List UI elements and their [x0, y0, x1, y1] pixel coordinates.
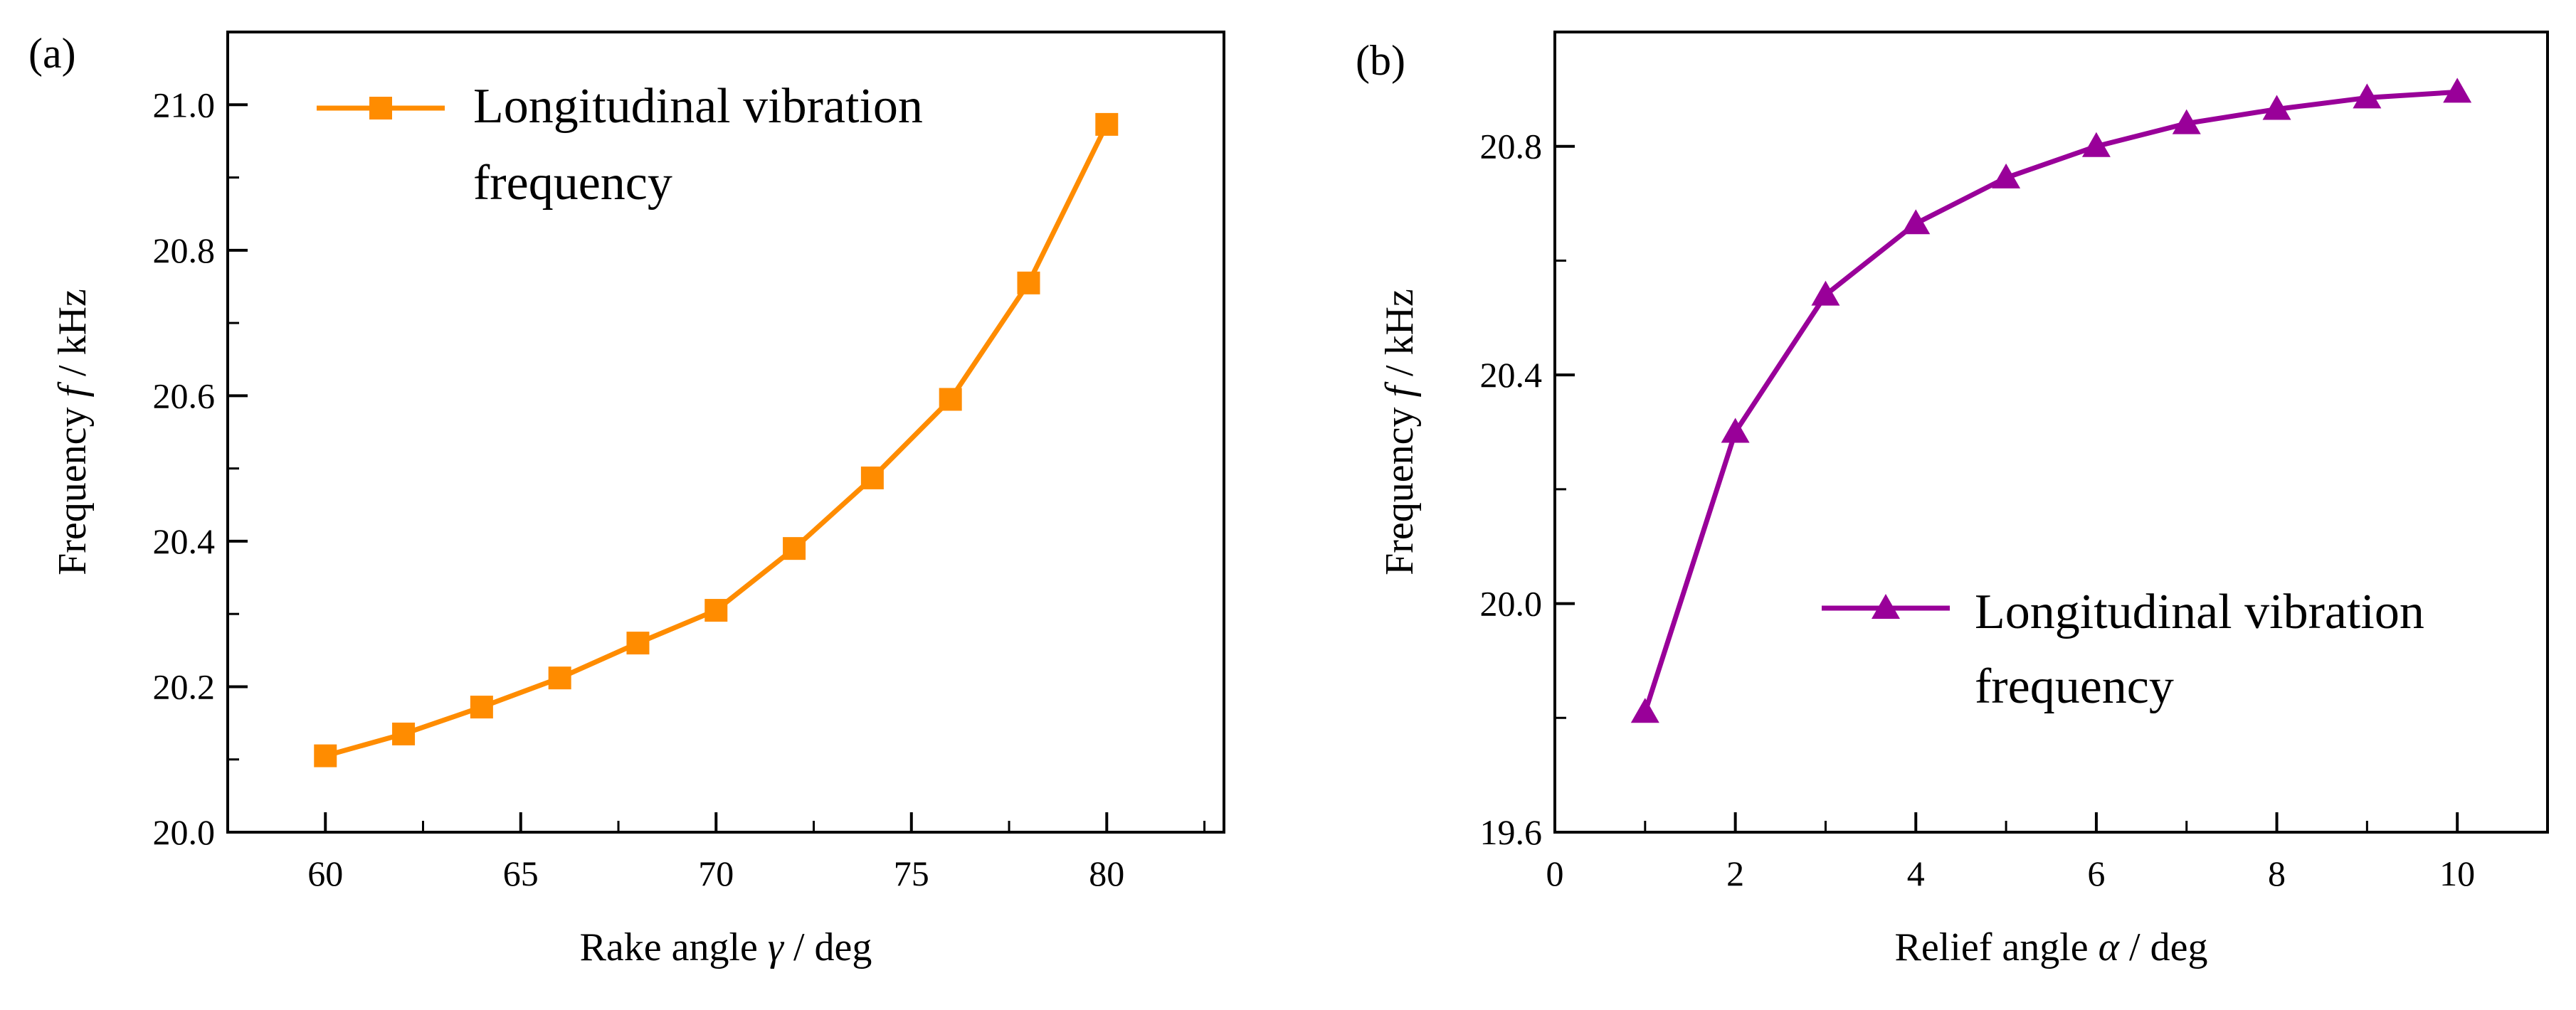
legend-text-line1: Longitudinal vibration	[473, 79, 923, 134]
y-axis-label-text: Frequency	[1378, 398, 1422, 575]
y-axis-label: Frequency f / kHz	[1378, 289, 1422, 575]
x-axis-label-unit: / deg	[2119, 925, 2207, 969]
x-tick-label: 2	[1726, 854, 1744, 893]
x-tick-label: 70	[698, 854, 734, 893]
x-axis-label-text: Relief angle	[1895, 925, 2099, 969]
x-tick-label: 6	[2087, 854, 2105, 893]
legend-text-line1: Longitudinal vibration	[1975, 585, 2424, 639]
series-line	[324, 123, 1109, 758]
data-point	[2172, 109, 2201, 134]
x-axis-label: Rake angle γ / deg	[580, 925, 872, 969]
data-point	[1630, 698, 1659, 723]
y-tick-label: 20.0	[1480, 584, 1543, 624]
y-tick-label: 20.8	[153, 230, 216, 270]
x-tick-label: 0	[1546, 854, 1564, 893]
data-point	[860, 466, 884, 489]
data-point	[314, 744, 337, 767]
data-point	[1901, 209, 1931, 235]
data-point	[1721, 418, 1750, 443]
legend-text-line2: frequency	[473, 156, 672, 211]
legend-marker	[369, 97, 392, 119]
plot-frame	[1553, 31, 2549, 834]
data-point	[1017, 271, 1040, 294]
y-tick-label: 20.6	[153, 376, 216, 415]
legend: Longitudinal vibration frequency	[1822, 585, 2424, 714]
x-tick-label: 60	[307, 854, 343, 893]
data-point	[783, 537, 806, 560]
data-point	[1811, 280, 1840, 306]
chart-panel-a: (a) 60 65 70 75 80 20.0 20.2 20.4 20.6 20.8 21.0 Rak…	[28, 30, 1225, 969]
data-point	[939, 388, 962, 411]
panel-label: (b)	[1356, 37, 1405, 84]
data-point	[548, 666, 571, 690]
y-tick-label: 19.6	[1480, 812, 1543, 852]
legend-marker	[1872, 594, 1900, 619]
x-axis-label-symbol: α	[2099, 925, 2121, 969]
data-point	[2262, 95, 2291, 120]
data-point	[1992, 163, 2021, 188]
x-axis-label-text: Rake angle	[580, 925, 768, 969]
x-tick-label: 10	[2439, 854, 2475, 893]
y-tick-label: 20.2	[153, 666, 216, 706]
legend-text-line2: frequency	[1975, 659, 2174, 714]
x-tick-label: 80	[1089, 854, 1124, 893]
y-axis-label-unit: / kHz	[51, 289, 95, 386]
panel-label: (a)	[28, 30, 76, 77]
plot-frame	[226, 31, 1225, 834]
y-tick-label: 20.4	[1480, 355, 1543, 395]
data-point	[392, 722, 416, 745]
y-axis-label: Frequency f / kHz	[51, 289, 95, 575]
y-tick-label: 20.4	[153, 521, 216, 561]
x-axis-label: Relief angle α / deg	[1895, 925, 2208, 969]
data-point	[470, 696, 493, 719]
y-axis-label-unit: / kHz	[1378, 289, 1422, 386]
data-point	[1095, 112, 1119, 136]
x-tick-label: 75	[894, 854, 929, 893]
data-point	[704, 599, 728, 622]
data-point	[2353, 83, 2382, 109]
x-axis-label-symbol: γ	[768, 925, 785, 969]
x-tick-label: 8	[2268, 854, 2286, 893]
data-point	[2443, 78, 2472, 103]
y-tick-label: 20.0	[153, 812, 216, 852]
data-point	[2081, 132, 2111, 157]
x-tick-label: 65	[503, 854, 539, 893]
chart-panel-b: (b) 0 2 4 6 8 10 19.6 20.0 20.4 20.8 Relief angle α…	[1356, 31, 2549, 969]
series-line	[1642, 89, 2458, 713]
y-tick-label: 20.8	[1480, 127, 1543, 166]
x-tick-label: 4	[1907, 854, 1925, 893]
legend: Longitudinal vibration frequency	[317, 79, 923, 211]
y-axis-label-text: Frequency	[51, 398, 95, 575]
data-point	[626, 632, 650, 655]
y-tick-label: 21.0	[153, 85, 216, 124]
x-axis-label-unit: / deg	[783, 925, 872, 969]
